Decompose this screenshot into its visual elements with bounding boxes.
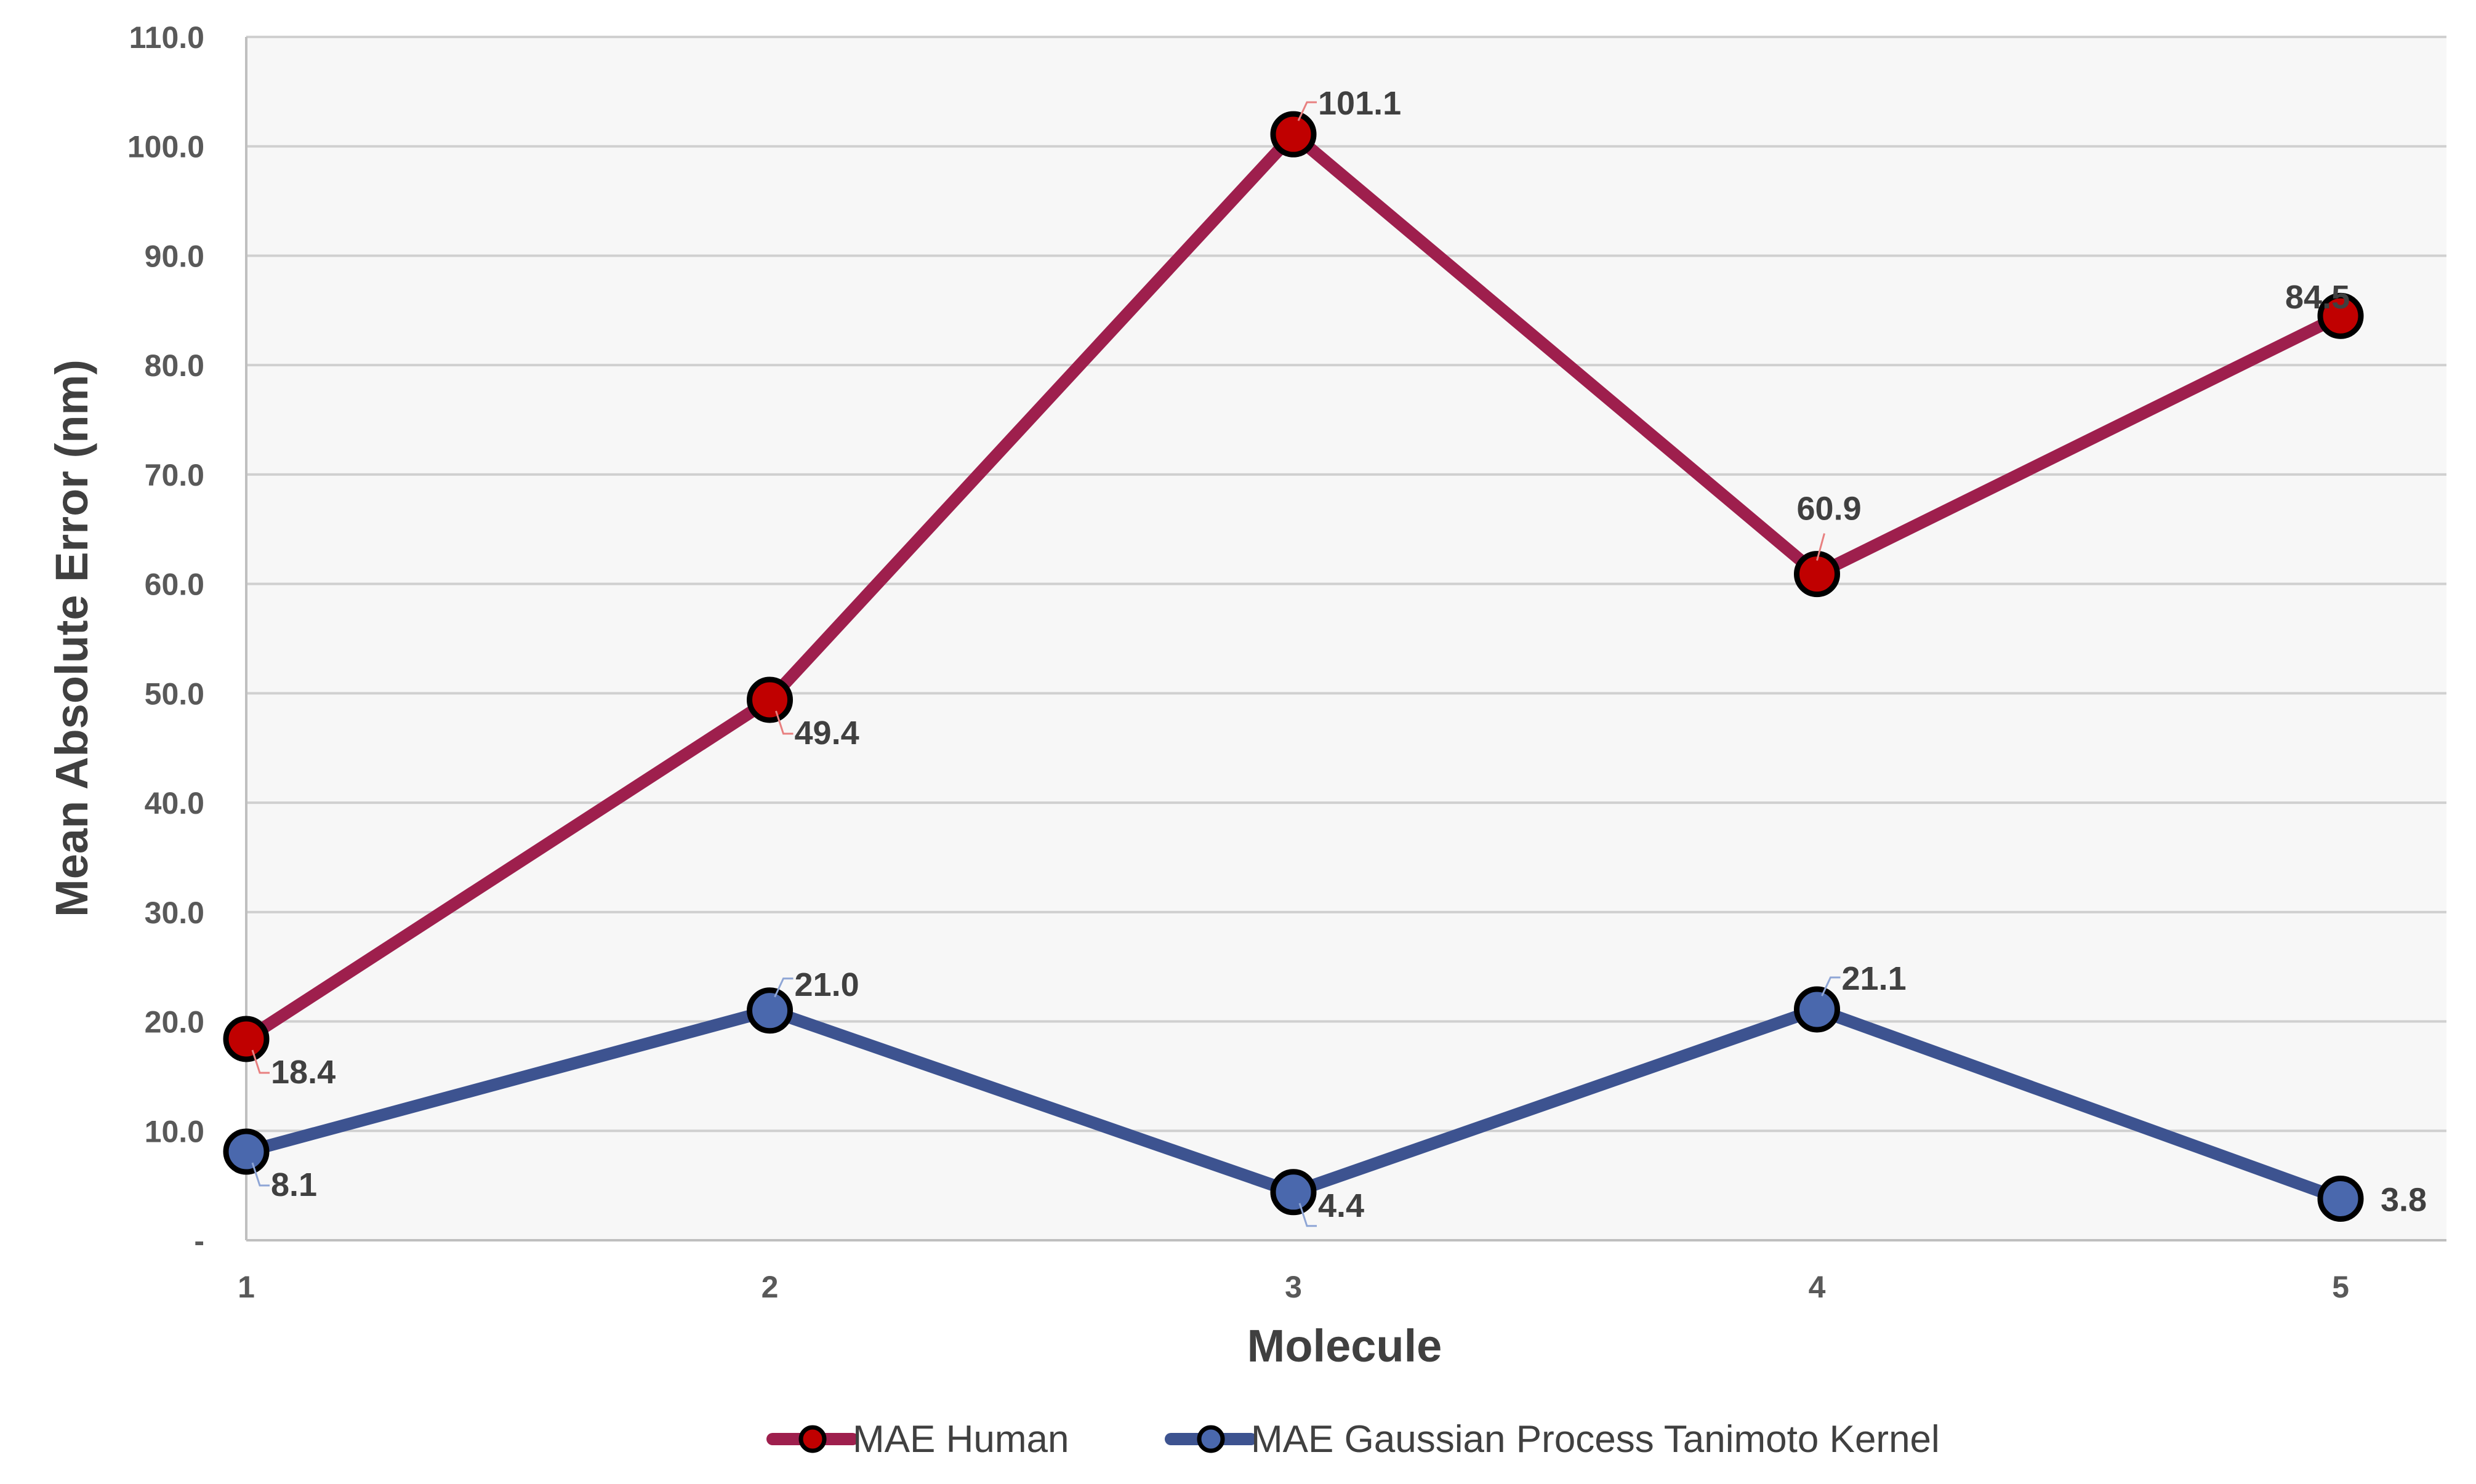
- y-tick-label-6: 60.0: [145, 568, 204, 602]
- marker-s0-p0: [223, 1016, 270, 1062]
- data-label-s0-p3: 60.9: [1797, 491, 1862, 527]
- data-label-s1-p2: 4.4: [1318, 1187, 1364, 1224]
- leader-s0-p2: [1297, 101, 1317, 121]
- y-tick-label-4: 40.0: [145, 786, 204, 820]
- marker-s1-p0: [223, 1128, 270, 1175]
- marker-s1-p1: [747, 987, 793, 1034]
- leader-s1-p1: [774, 977, 794, 998]
- y-tick-label-5: 50.0: [145, 676, 204, 711]
- x-axis-title: Molecule: [1247, 1320, 1442, 1371]
- marker-s1-p3: [1794, 986, 1840, 1033]
- data-label-s0-p1: 49.4: [795, 715, 859, 752]
- data-label-s1-p4: 3.8: [2381, 1181, 2427, 1218]
- marker-s0-p2: [1270, 111, 1317, 158]
- x-tick-labels: 1 2 3 4 5: [238, 1270, 2349, 1304]
- y-tick-label-7: 70.0: [145, 458, 204, 492]
- svg-text:MAE Gaussian Process Tanimoto: MAE Gaussian Process Tanimoto Kernel: [1251, 1418, 1940, 1461]
- data-label-s1-p3: 21.1: [1842, 960, 1907, 997]
- leader-s1-p0: [251, 1162, 270, 1187]
- marker-s1-p4: [2317, 1175, 2364, 1222]
- marker-s1-p2: [1270, 1169, 1317, 1216]
- y-tick-label-8: 80.0: [145, 348, 204, 383]
- y-tick-label-9: 90.0: [145, 239, 204, 273]
- y-tick-labels: - 10.0 20.0 30.0 40.0 50.0 60.0 70.0 80.0 90.0 100…: [127, 20, 204, 1258]
- data-label-s0-p2: 101.1: [1318, 85, 1401, 122]
- leader-s1-p2: [1298, 1203, 1317, 1227]
- marker-s0-p4: [2317, 292, 2364, 339]
- leader-s0-p0: [251, 1049, 270, 1074]
- legend: MAE Human MAE Gaussian Process Tanimoto …: [766, 1418, 1940, 1461]
- data-label-s1-p0: 8.1: [271, 1166, 317, 1203]
- y-tick-label-3: 30.0: [145, 896, 204, 930]
- y-tick-label-1: 10.0: [145, 1114, 204, 1149]
- svg-text:MAE Human: MAE Human: [853, 1418, 1069, 1461]
- y-axis-title: Mean Absolute Error (nm): [46, 359, 97, 917]
- x-tick-label-4: 5: [2332, 1270, 2349, 1304]
- legend-item-mae-gaussian-process[interactable]: MAE Gaussian Process Tanimoto Kernel: [1165, 1418, 1940, 1461]
- plot-area: [246, 37, 2446, 1240]
- x-tick-label-2: 3: [1285, 1270, 1302, 1304]
- data-label-s0-p4: 84.5: [2285, 279, 2350, 316]
- data-label-s0-p0: 18.4: [271, 1054, 336, 1091]
- legend-item-mae-human[interactable]: MAE Human: [766, 1418, 1069, 1461]
- leader-s0-p1: [775, 710, 794, 735]
- y-tick-label-2: 20.0: [145, 1005, 204, 1040]
- x-tick-label-0: 1: [238, 1270, 255, 1304]
- leader-s1-p3: [1821, 976, 1841, 997]
- series-group: [223, 111, 2364, 1222]
- leader-s0-p3: [1816, 533, 1825, 561]
- x-tick-label-1: 2: [762, 1270, 779, 1304]
- marker-s0-p1: [747, 676, 793, 723]
- x-tick-label-3: 4: [1809, 1270, 1826, 1304]
- gridlines: [246, 36, 2446, 1133]
- marker-s0-p3: [1794, 551, 1840, 598]
- y-tick-label-11: 110.0: [129, 20, 204, 55]
- data-labels: 18.4 49.4 101.1 60.9 84.5 8.1 21.0 4.4 21.1 3.8: [251, 85, 2427, 1227]
- data-label-s1-p1: 21.0: [795, 966, 859, 1003]
- y-tick-label-10: 100.0: [127, 130, 204, 164]
- y-tick-label-0: -: [194, 1224, 204, 1258]
